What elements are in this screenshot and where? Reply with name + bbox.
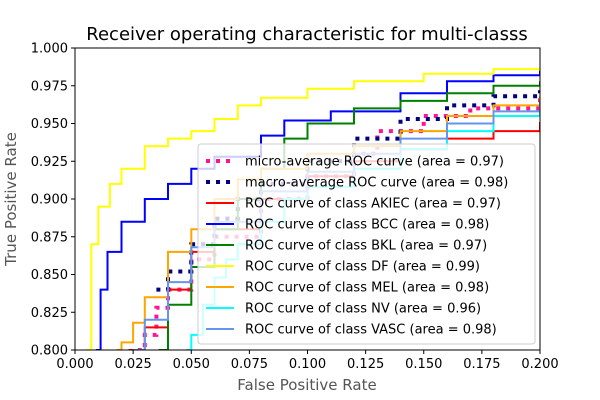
- x-axis-title: False Positive Rate: [237, 376, 376, 394]
- x-tick-label: 0.175: [463, 357, 500, 372]
- y-tick-label: 0.800: [31, 344, 68, 359]
- x-tick-label: 0.100: [289, 357, 326, 372]
- series-line-0: [137, 96, 540, 350]
- legend-label-1: macro-average ROC curve (area = 0.98): [245, 176, 508, 191]
- y-tick-label: 0.875: [31, 230, 68, 245]
- y-axis-title: True Positive Rate: [2, 132, 20, 267]
- y-tick-label: 0.900: [31, 193, 68, 208]
- x-tick-label: 0.200: [521, 357, 558, 372]
- x-tick-label: 0.150: [405, 357, 442, 372]
- y-tick-label: 0.850: [31, 268, 68, 283]
- y-tick-label: 0.950: [31, 117, 68, 132]
- legend-label-4: ROC curve of class BKL (area = 0.97): [245, 239, 487, 254]
- legend-label-3: ROC curve of class BCC (area = 0.98): [245, 218, 489, 233]
- legend-label-6: ROC curve of class MEL (area = 0.98): [245, 281, 489, 296]
- x-tick-label: 0.125: [347, 357, 384, 372]
- x-axis: 0.000 0.025 0.050 0.075 0.100 0.125 0.150 0.175…: [56, 350, 559, 372]
- legend-label-8: ROC curve of class VASC (area = 0.98): [245, 323, 497, 338]
- legend-label-2: ROC curve of class AKIEC (area = 0.97): [245, 197, 501, 212]
- chart-title: Receiver operating characteristic for mu…: [86, 24, 527, 45]
- y-tick-label: 1.000: [31, 42, 68, 57]
- legend-label-0: micro-average ROC curve (area = 0.97): [245, 155, 504, 170]
- legend-label-5: ROC curve of class DF (area = 0.99): [245, 260, 480, 275]
- x-tick-label: 0.075: [231, 357, 268, 372]
- legend-box: [197, 143, 536, 345]
- legend-label-7: ROC curve of class NV (area = 0.96): [245, 302, 481, 317]
- series-line-5: [86, 67, 540, 350]
- y-axis: 0.800 0.825 0.850 0.875 0.900 0.925 0.950 0.975…: [31, 42, 75, 359]
- x-tick-label: 0.025: [115, 357, 152, 372]
- x-tick-label: 0.000: [56, 357, 93, 372]
- legend: micro-average ROC curve (area = 0.97) mac…: [197, 143, 536, 345]
- y-tick-label: 0.975: [31, 79, 68, 94]
- y-tick-label: 0.825: [31, 306, 68, 321]
- y-tick-label: 0.925: [31, 155, 68, 170]
- x-tick-label: 0.050: [173, 357, 210, 372]
